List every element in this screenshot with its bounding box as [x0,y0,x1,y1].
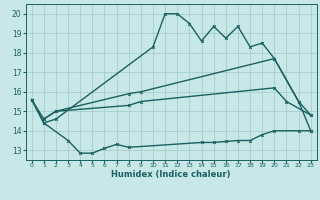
X-axis label: Humidex (Indice chaleur): Humidex (Indice chaleur) [111,170,231,179]
